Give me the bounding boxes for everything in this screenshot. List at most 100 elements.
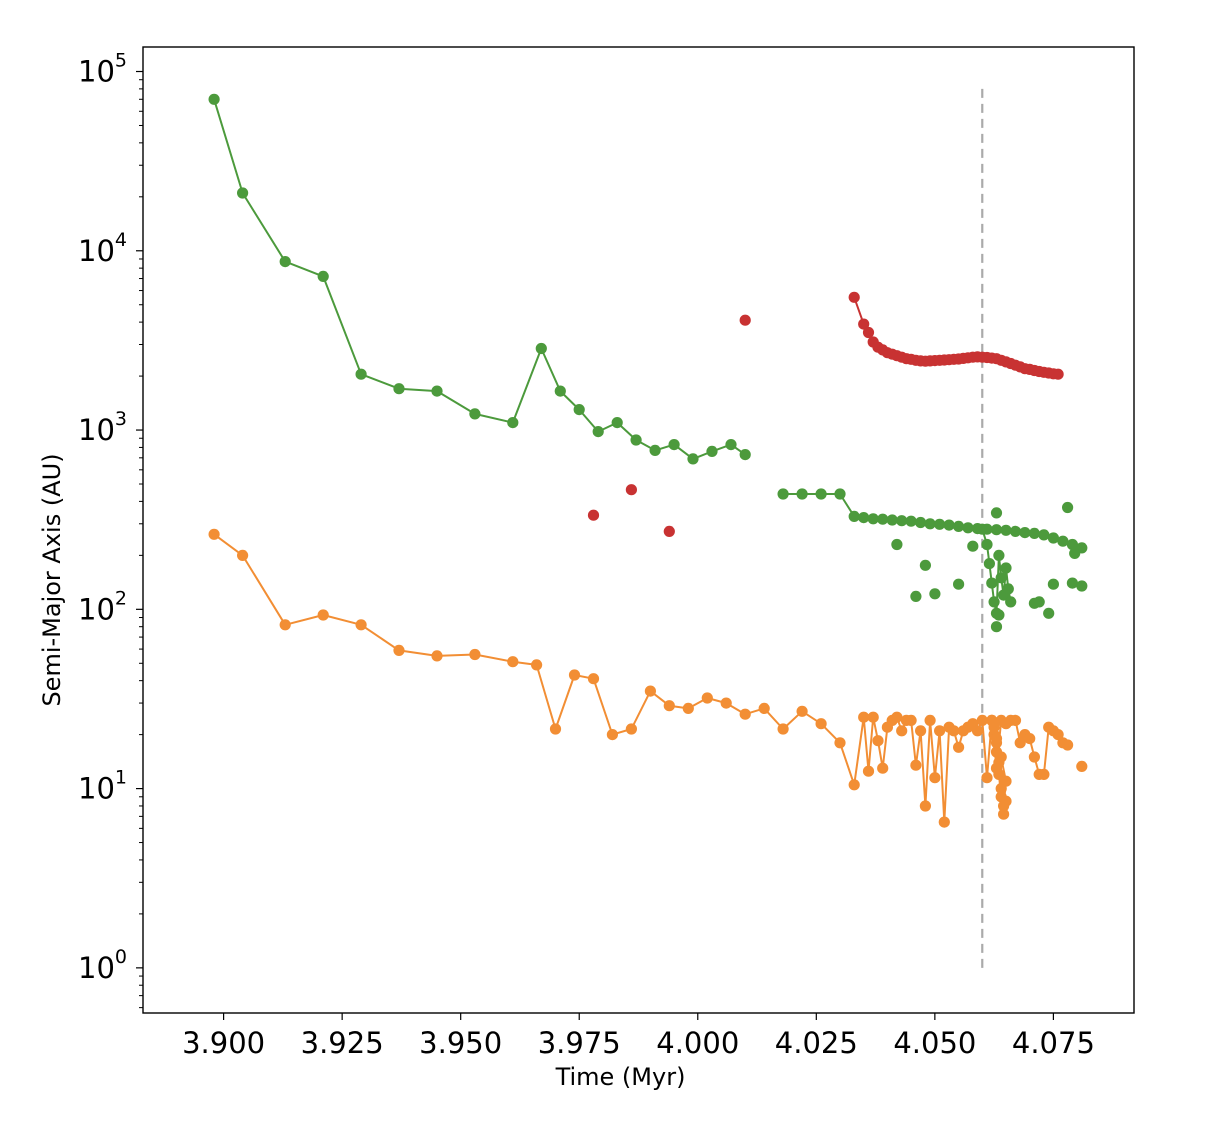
- data-point: [1062, 739, 1074, 751]
- data-point: [549, 723, 562, 735]
- data-point: [929, 772, 941, 784]
- data-point: [815, 488, 827, 500]
- data-point: [668, 439, 680, 451]
- data-point: [469, 408, 481, 420]
- data-point: [531, 659, 543, 671]
- data-point: [701, 692, 713, 704]
- data-point: [317, 609, 329, 621]
- data-point: [663, 700, 675, 712]
- series-8: [1076, 760, 1088, 773]
- data-point: [758, 702, 770, 715]
- data-point: [867, 711, 879, 723]
- data-point: [877, 513, 889, 525]
- data-point: [687, 453, 699, 465]
- data-point: [796, 705, 808, 717]
- y-tick-label: 104: [78, 229, 127, 268]
- y-tick-label: 100: [78, 946, 127, 985]
- data-point: [507, 417, 519, 429]
- data-point: [706, 445, 718, 457]
- data-point: [720, 697, 732, 709]
- data-point: [606, 729, 619, 741]
- data-point: [739, 314, 751, 326]
- series-0: [208, 93, 751, 465]
- data-point: [625, 484, 638, 496]
- data-point: [929, 588, 941, 600]
- data-point: [431, 650, 443, 662]
- data-point: [1038, 529, 1050, 541]
- data-point: [1076, 580, 1088, 592]
- data-point: [848, 291, 860, 303]
- data-point: [644, 685, 657, 697]
- data-point: [948, 725, 960, 737]
- data-point: [355, 368, 367, 380]
- data-point: [967, 540, 979, 552]
- data-point: [507, 656, 519, 668]
- data-point: [995, 751, 1007, 763]
- data-point: [990, 733, 1003, 745]
- marks-layer: [208, 88, 1088, 968]
- data-point: [1028, 751, 1040, 763]
- data-point: [393, 383, 405, 395]
- data-point: [919, 559, 932, 571]
- data-point: [1052, 729, 1064, 741]
- data-point: [976, 523, 988, 535]
- data-point: [891, 711, 903, 723]
- data-point: [237, 187, 249, 199]
- series-3: [891, 501, 1088, 633]
- data-point: [998, 800, 1010, 812]
- data-point: [858, 511, 870, 524]
- data-point: [990, 507, 1003, 519]
- data-point: [886, 514, 898, 526]
- data-point: [649, 444, 661, 456]
- data-point: [993, 609, 1005, 621]
- series-6: [208, 528, 1074, 828]
- data-point: [848, 510, 860, 522]
- data-point: [934, 518, 946, 530]
- data-point: [431, 385, 443, 397]
- data-point: [896, 725, 908, 737]
- data-point: [611, 417, 623, 429]
- data-point: [573, 404, 585, 416]
- data-point: [1009, 714, 1022, 727]
- data-point: [858, 711, 870, 723]
- data-point: [905, 515, 917, 527]
- data-point: [625, 723, 638, 735]
- data-point: [815, 718, 827, 730]
- data-point: [796, 488, 808, 500]
- data-point: [1047, 532, 1059, 544]
- y-axis-label: Semi-Major Axis (AU): [38, 453, 66, 706]
- data-point: [986, 577, 998, 589]
- y-tick-label: 105: [78, 50, 127, 89]
- x-tick-label: 3.950: [419, 1026, 502, 1060]
- y-tick-label: 102: [78, 587, 127, 626]
- series-5: [587, 314, 751, 538]
- data-point: [905, 714, 917, 727]
- data-point: [981, 772, 993, 784]
- data-point: [891, 538, 903, 551]
- data-point: [1076, 760, 1088, 773]
- y-tick-label: 103: [78, 408, 127, 447]
- data-point: [393, 644, 405, 657]
- data-point: [1057, 535, 1069, 547]
- data-point: [587, 509, 600, 521]
- data-point: [988, 596, 1000, 608]
- data-point: [990, 621, 1003, 633]
- data-point: [1028, 527, 1040, 540]
- data-point: [983, 558, 996, 570]
- data-point: [934, 725, 946, 737]
- data-point: [237, 549, 249, 562]
- data-point: [1024, 733, 1036, 745]
- data-point: [1002, 583, 1014, 595]
- data-point: [995, 572, 1007, 584]
- data-point: [208, 93, 220, 105]
- data-point: [1009, 525, 1022, 538]
- data-point: [953, 741, 965, 753]
- data-point: [943, 519, 955, 531]
- x-tick-label: 4.000: [656, 1026, 739, 1060]
- data-point: [1005, 596, 1017, 608]
- ticks-layer: 3.900 3.925 3.950 3.975 4.000 4.025 4.050 4.075…: [78, 50, 1095, 1060]
- data-point: [554, 385, 566, 397]
- data-point: [990, 524, 1003, 536]
